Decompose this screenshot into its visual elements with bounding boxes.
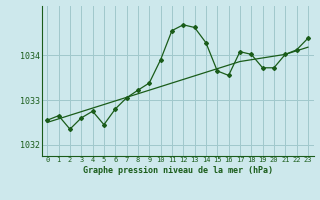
X-axis label: Graphe pression niveau de la mer (hPa): Graphe pression niveau de la mer (hPa)	[83, 166, 273, 175]
